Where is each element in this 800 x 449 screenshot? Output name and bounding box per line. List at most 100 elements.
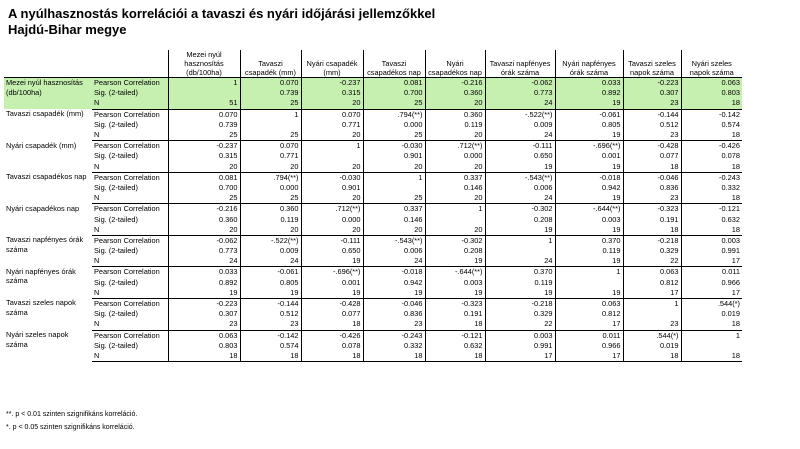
value-cell: 0.078 [300,340,363,351]
value-cell: -0.237 [300,77,363,89]
value-cell: -0.237 [167,140,240,152]
value-cell: 1 [424,203,485,215]
value-cell: 19 [300,287,363,299]
stat-label: N [92,256,168,268]
stat-label: N [92,129,168,142]
value-cell: -0.046 [622,172,681,183]
value-cell: -0.243 [680,172,742,183]
value-cell: 18 [680,193,742,205]
value-cell: 0.003 [424,277,485,288]
stat-label: N [92,287,168,299]
row-variable-label: Mezei nyúl hasznosítás (db/100ha) [4,77,92,110]
value-cell: 19 [554,193,623,205]
value-cell: 18 [680,98,742,110]
value-cell: 0.019 [622,340,681,351]
value-cell: 19 [239,287,301,299]
value-cell: 25 [167,193,240,205]
value-cell: 0.803 [167,340,240,351]
value-cell: 23 [239,319,301,331]
stat-label: Sig. (2-tailed) [92,88,168,99]
value-cell: 0.739 [239,88,301,99]
stat-label: Sig. (2-tailed) [94,309,138,319]
value-cell: 0.033 [554,77,623,89]
value-cell: 17 [622,287,681,299]
value-cell: -0.111 [484,140,555,152]
stat-label: Sig. (2-tailed) [94,151,138,161]
value-cell: 0.000 [239,182,301,194]
value-cell: 18 [680,129,742,142]
value-cell: 0.081 [167,172,240,183]
value-cell: 20 [167,224,240,236]
value-cell: 51 [167,98,240,110]
value-cell: -.522(**) [484,109,555,120]
value-cell: 1 [622,298,681,310]
value-cell: 0.001 [300,277,363,288]
value-cell: -0.243 [362,330,425,341]
value-cell: 0.700 [362,88,425,99]
table-row: Nyári napfényes órák száma Pearson Correl… [4,266,742,285]
value-cell: 20 [300,129,363,142]
value-cell: 18 [622,224,681,236]
value-cell: -.522(**) [239,235,301,246]
column-header: Tavaszi csapadék (mm) [239,50,301,78]
corner-cell [4,50,92,78]
value-cell: 0.966 [554,340,623,351]
value-cell: 0.119 [554,246,623,257]
footnote-2: *. p < 0.05 szinten szignifikáns korrelá… [6,424,135,431]
value-cell: -0.302 [424,235,485,246]
table-row: N 25 25 20 25 20 24 19 23 18 [4,129,742,142]
value-cell: 0.360 [239,203,301,215]
value-cell: 0.077 [622,151,681,162]
value-cell: 18 [167,350,240,363]
value-cell: 0.315 [300,88,363,99]
table-row: Sig. (2-tailed) 0.360 0.119 0.000 0.146 0.208… [4,214,742,225]
value-cell: 19 [424,256,485,268]
table-row: Nyári csapadékos nap Pearson Correlation -… [4,203,742,215]
value-cell: .712(**) [300,203,363,215]
value-cell: -0.428 [622,140,681,152]
stat-label: Sig. (2-tailed) [94,340,138,350]
value-cell: 18 [300,350,363,363]
value-cell: 20 [300,98,363,110]
row-variable-label: Nyári napfényes órák száma [6,266,76,286]
value-cell: 1 [484,235,555,246]
value-cell: -0.142 [239,330,301,341]
row-variable-label: Nyári szeles napok száma [6,330,69,349]
value-cell: 18 [300,319,363,331]
value-cell: -0.121 [680,203,742,215]
value-cell: 22 [622,256,681,268]
value-cell [484,246,555,257]
value-cell: -0.216 [167,203,240,215]
stat-label: Pearson Correlation [94,330,160,340]
value-cell: 0.307 [167,309,240,320]
value-cell: 0.892 [167,277,240,288]
column-header: Tavaszi szeles napok száma [622,50,681,78]
value-cell: 18 [239,350,301,363]
value-cell: 1 [680,330,742,341]
value-cell: 0.146 [424,182,485,194]
value-cell: 0.191 [424,309,485,320]
value-cell: 0.991 [484,340,555,351]
value-cell: 20 [300,193,363,205]
value-cell: 0.360 [424,109,485,120]
value-cell: 18 [680,319,742,331]
value-cell: 0.512 [622,119,681,130]
table-row: Sig. (2-tailed) 0.307 0.512 0.077 0.836 0.191… [4,309,742,320]
value-cell: 0.208 [484,214,555,225]
value-cell: 22 [484,319,555,331]
table-row: N 20 20 20 20 20 19 19 18 18 [4,161,742,173]
stat-label: N [92,161,168,173]
value-cell: 0.812 [554,309,623,320]
column-header: Nyári csapadékos nap [424,50,485,78]
column-header: Mezei nyúl hasznosítás (db/100ha) [167,50,240,78]
value-cell: -0.030 [300,172,363,183]
value-cell: -0.061 [239,266,301,278]
value-cell: 0.966 [680,277,742,288]
value-cell: 0.006 [484,182,555,194]
value-cell: -0.426 [680,140,742,152]
value-cell: 25 [239,129,301,142]
value-cell: .544(*) [680,298,742,310]
value-cell: 0.078 [680,151,742,162]
table-row: Mezei nyúl hasznosítás (db/100ha) Pearson… [4,77,742,110]
table-row: Tavaszi csapadék (mm) Pearson Correlation… [4,109,742,120]
